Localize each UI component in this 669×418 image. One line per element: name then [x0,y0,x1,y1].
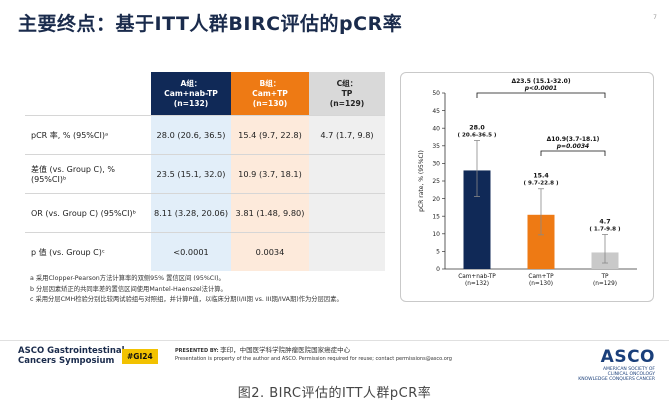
y-tick-label: 25 [432,178,440,185]
data-label-value: 28.0 [469,125,485,132]
comparison-difference: Δ10.9(3.7-18.1) [547,136,600,143]
cell-difference-a: 23.5 (15.1, 32.0) [151,154,231,194]
header-group-a: A组： Cam+nab-TP (n=132) [151,72,231,116]
header-group-c-n: (n=129) [329,98,365,108]
presented-by-label: PRESENTED BY: [175,348,219,354]
header-group-c: C组： TP (n=129) [309,72,385,116]
x-tick-label: TP [600,274,609,280]
table-row-difference: 差值 (vs. Group C), % (95%CI)ᵇ 23.5 (15.1,… [25,154,385,194]
x-tick-label: (n=132) [465,281,489,287]
header-group-a-name: A组： [180,78,202,88]
outcomes-table: A组： Cam+nab-TP (n=132) B组： Cam+TP (n=130… [25,72,385,271]
cell-pcr-rate-a: 28.0 (20.6, 36.5) [151,115,231,155]
asco-society-logo: ASCO AMERICAN SOCIETY OF CLINICAL ONCOLO… [578,347,655,382]
slide-title: 主要终点：基于ITT人群BIRC评估的pCR率 [18,13,403,35]
data-label-ci: ( 20.6-36.5 ) [458,133,497,139]
y-tick-label: 10 [432,231,440,238]
header-group-c-regimen: TP [341,88,353,98]
hashtag-badge: #GI24 [122,349,158,364]
comparison-p-value: p<0.0001 [524,85,557,92]
cell-odds-ratio-a: 8.11 (3.28, 20.06) [151,193,231,233]
x-tick-label: (n=129) [593,281,617,287]
comparison-bracket [540,150,606,156]
footer-divider [0,340,669,341]
asco-sub-line3: KNOWLEDGE CONQUERS CANCER [578,377,655,382]
data-label-ci: ( 9.7-22.8 ) [523,181,558,187]
header-group-b-regimen: Cam+TP [252,88,288,98]
row-label-odds-ratio: OR (vs. Group C) (95%CI)ᵇ [25,193,151,233]
row-label-p-value: p 值 (vs. Group C)ᶜ [25,232,151,271]
y-tick-label: 50 [432,90,440,97]
header-group-c-name: C组： [336,78,358,88]
data-label-value: 15.4 [533,173,549,180]
cell-pcr-rate-c: 4.7 (1.7, 9.8) [309,115,385,155]
cell-p-value-a: <0.0001 [151,232,231,271]
y-tick-label: 15 [432,213,440,220]
cell-odds-ratio-b: 3.81 (1.48, 9.80) [231,193,309,233]
cell-pcr-rate-b: 15.4 (9.7, 22.8) [231,115,309,155]
x-tick-label: Cam+TP [528,274,554,280]
y-tick-label: 20 [432,196,440,203]
footnote-c: c 采用分层CMH检验分别比较两试验组与对照组，并计算P值，以临床分期(I/II… [30,296,343,303]
copyright-notice: Presentation is property of the author a… [175,356,452,362]
row-label-difference: 差值 (vs. Group C), % (95%CI)ᵇ [25,154,151,194]
cell-odds-ratio-c [309,193,385,233]
cell-difference-c [309,154,385,194]
asco-gi-line2: Cancers Symposium [18,356,115,366]
asco-logo-text: ASCO [600,347,655,367]
asco-gi-line1: ASCO Gastrointestinal [18,346,125,356]
header-group-a-n: (n=132) [173,98,209,108]
cell-p-value-c [309,232,385,271]
figure-caption: 图2. BIRC评估的ITT人群pCR率 [237,386,432,401]
asco-sub-line1: AMERICAN SOCIETY OF [602,367,655,372]
data-label-value: 4.7 [599,219,610,226]
asco-gi-logo: ASCO Gastrointestinal Cancers Symposium [18,346,125,366]
header-group-a-regimen: Cam+nab-TP [164,88,218,98]
data-label-ci: ( 1.7-9.8 ) [589,227,621,233]
header-group-b-name: B组： [259,78,281,88]
cell-p-value-b: 0.0034 [231,232,309,271]
header-group-b-n: (n=130) [252,98,288,108]
y-tick-label: 40 [432,125,440,132]
y-axis-label: pCR rate, % (95%CI) [418,150,425,212]
presenter-name: 李印，中国医学科学院肿瘤医院国家癌症中心 [220,346,351,354]
page-number: 7 [653,14,657,21]
table-row-p-value: p 值 (vs. Group C)ᶜ <0.0001 0.0034 [25,232,385,271]
row-label-pcr-rate: pCR 率, % (95%CI)ᵃ [25,115,151,155]
table-header-row: A组： Cam+nab-TP (n=132) B组： Cam+TP (n=130… [25,72,385,116]
presented-by-block: PRESENTED BY: 李印，中国医学科学院肿瘤医院国家癌症中心 Prese… [175,346,452,363]
table-row-pcr-rate: pCR 率, % (95%CI)ᵃ 28.0 (20.6, 36.5) 15.4… [25,115,385,155]
asco-sub-line2: CLINICAL ONCOLOGY [607,372,655,377]
pcr-chart-panel: 0 5 10 15 20 25 30 35 40 45 50 pCR rate, % (95%CI) 2… [400,72,654,302]
cell-difference-b: 10.9 (3.7, 18.1) [231,154,309,194]
y-tick-label: 0 [436,266,440,273]
x-tick-label: (n=130) [529,281,553,287]
pcr-bar-chart: 0 5 10 15 20 25 30 35 40 45 50 pCR rate, % (95%CI) 2… [418,78,637,287]
comparison-difference: Δ23.5 (15.1-32.0) [511,78,570,85]
y-tick-label: 45 [432,108,440,115]
comparison-p-value: p=0.0034 [556,143,589,150]
table-row-odds-ratio: OR (vs. Group C) (95%CI)ᵇ 8.11 (3.28, 20… [25,193,385,233]
footnote-a: a 采用Clopper-Pearson方法计算率的双侧95% 置信区间 (95%… [30,275,225,282]
footnotes: a 采用Clopper-Pearson方法计算率的双侧95% 置信区间 (95%… [30,274,343,306]
footnote-b: b 分层因素矫正的共同率差的置信区间使用Mantel-Haenszel法计算。 [30,285,227,293]
comparison-bracket [476,92,606,98]
x-tick-label: Cam+nab-TP [458,274,496,280]
y-tick-label: 30 [432,161,440,168]
header-group-b: B组： Cam+TP (n=130) [231,72,309,116]
y-tick-label: 35 [432,143,440,150]
outcomes-table-container: A组： Cam+nab-TP (n=132) B组： Cam+TP (n=130… [25,72,385,271]
table-header-blank [25,72,151,116]
y-tick-label: 5 [436,249,440,256]
